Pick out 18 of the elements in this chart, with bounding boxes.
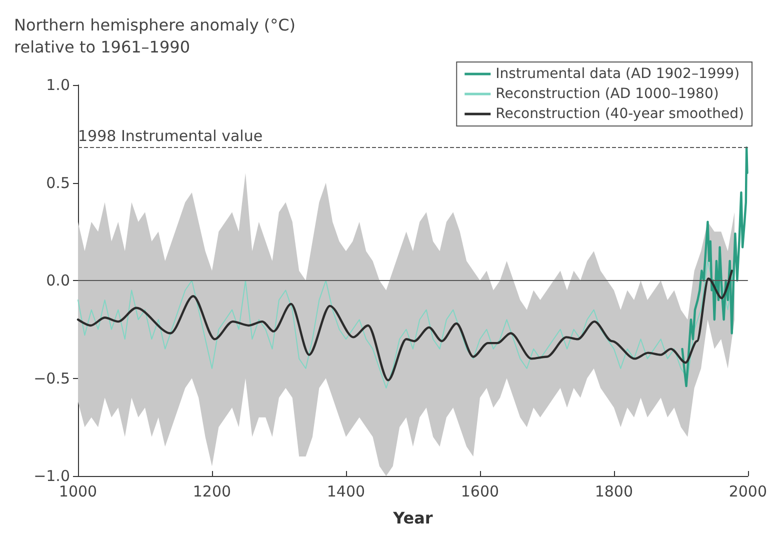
- x-tick-label: 1600: [460, 482, 500, 500]
- y-tick-label: 1.0: [46, 76, 70, 94]
- y-tick-label: −0.5: [34, 369, 70, 388]
- y-tick-label: 0.5: [46, 174, 70, 192]
- legend-label: Reconstruction (40-year smoothed): [496, 106, 744, 122]
- ref-line-label: 1998 Instrumental value: [78, 127, 263, 146]
- y-tick-label: −1.0: [34, 467, 70, 485]
- y-tick-label: 0.0: [46, 272, 70, 290]
- x-axis-title: Year: [392, 508, 433, 528]
- x-tick-label: 2000: [728, 482, 768, 500]
- x-tick-label: 1200: [192, 482, 232, 500]
- y-axis-title: Northern hemisphere anomaly (°C) relative to 1961–1990: [14, 16, 296, 56]
- legend-label: Instrumental data (AD 1902–1999): [496, 66, 740, 82]
- x-tick-label: 1000: [58, 482, 98, 500]
- x-tick-label: 1400: [326, 482, 366, 500]
- x-tick-label: 1800: [594, 482, 634, 500]
- line-series: [681, 146, 748, 388]
- legend-label: Reconstruction (AD 1000–1980): [496, 86, 719, 102]
